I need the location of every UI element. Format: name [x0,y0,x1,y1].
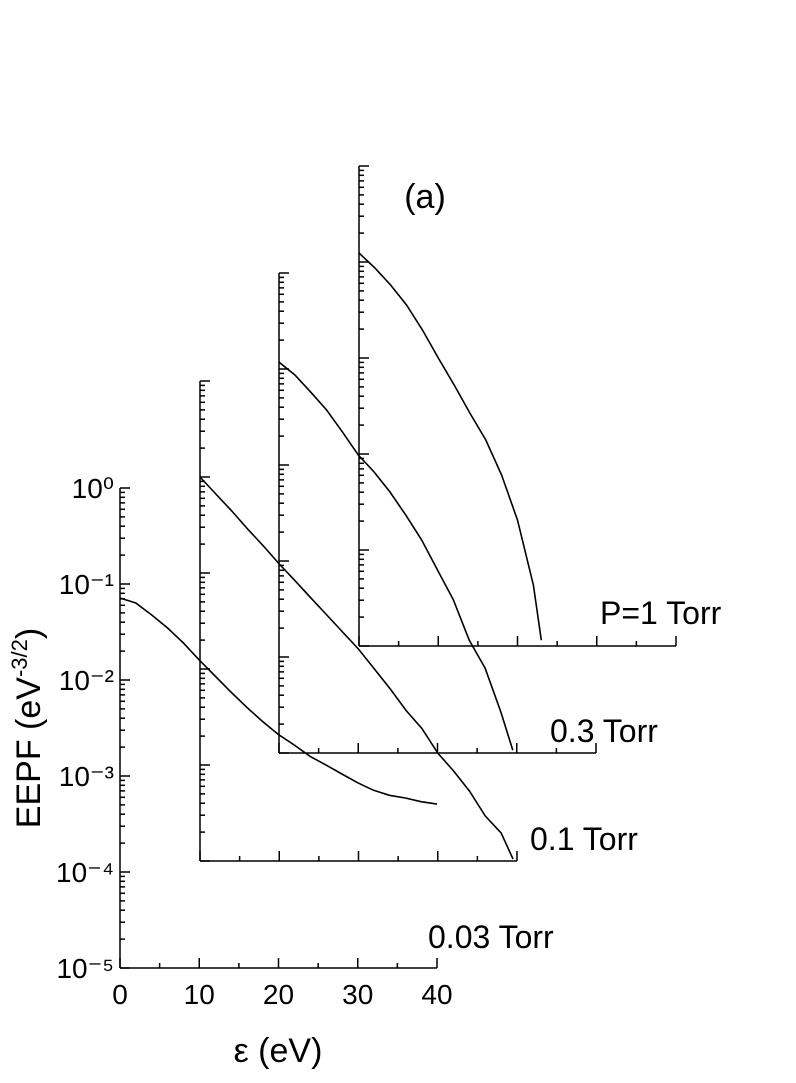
x-tick-label: 40 [421,979,452,1010]
x-tick-label: 20 [263,979,294,1010]
y-tick-label: 10⁰ [72,473,114,504]
x-tick-label: 0 [112,979,128,1010]
y-axis-label-exponent: -3/2 [7,639,32,677]
x-tick-label: 10 [184,979,215,1010]
series-label: 0.03 Torr [428,919,554,955]
series-line [278,361,514,751]
y-axis-label-end: ) [10,628,48,639]
y-tick-label: 10⁻⁴ [56,857,114,888]
series-label: P=1 Torr [600,595,722,631]
y-axis-label: EEPF (eV-3/2) [7,628,48,828]
y-axis-label-text: EEPF (eV [10,677,48,828]
y-tick-label: 10⁻⁵ [56,953,114,984]
y-tick-label: 10⁻³ [59,761,114,792]
series-label: 0.3 Torr [550,713,658,749]
series-line [358,252,543,641]
series-line [199,476,514,860]
series-label: 0.1 Torr [530,821,638,857]
annotation: (a) [404,178,446,216]
y-tick-label: 10⁻² [59,665,114,696]
x-tick-label: 30 [342,979,373,1010]
x-axis-label: ε (eV) [234,1032,323,1070]
y-tick-label: 10⁻¹ [59,569,114,600]
